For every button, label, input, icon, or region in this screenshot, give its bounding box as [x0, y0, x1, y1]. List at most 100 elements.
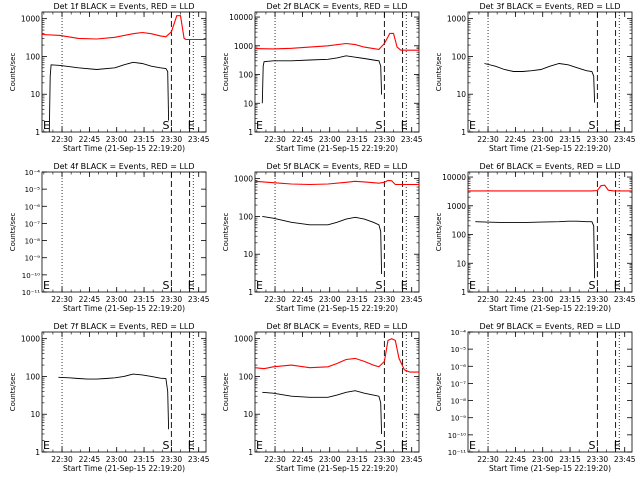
chart-panel-9: Det 9f BLACK = Events, RED = LLD 10⁻¹¹ 10⁻…: [435, 322, 636, 473]
y-tick-label: 10⁻⁹: [451, 415, 467, 423]
chart-title: Det 4f BLACK = Events, RED = LLD: [53, 162, 194, 171]
y-axis-label: Counts/sec: [435, 373, 443, 412]
x-tick-label: 22:45: [79, 295, 101, 304]
x-tick-label: 22:30: [477, 295, 499, 304]
marker-label: E: [614, 279, 621, 292]
marker-label: E: [469, 439, 476, 452]
x-tick-label: 22:45: [292, 455, 314, 464]
marker-label: S: [163, 119, 170, 132]
x-axis-label: Start Time (21-Sep-15 22:19:20): [276, 304, 398, 313]
marker-label: S: [589, 119, 596, 132]
x-axis-label: Start Time (21-Sep-15 22:19:20): [489, 304, 611, 313]
x-tick-label: 23:15: [346, 295, 368, 304]
series-line-events: [262, 215, 383, 275]
chart-title: Det 5f BLACK = Events, RED = LLD: [266, 162, 407, 171]
x-tick-label: 23:00: [106, 295, 128, 304]
chart-panel-8: Det 8f BLACK = Events, RED = LLD 1 10 100 10…: [222, 322, 423, 473]
y-tick-label: 10⁻⁸: [451, 398, 467, 406]
y-tick-label: 1: [35, 448, 40, 457]
y-tick-label: 10: [30, 410, 40, 419]
plot-frame: [254, 11, 420, 133]
x-tick-label: 23:30: [161, 135, 183, 144]
marker-label: E: [43, 279, 50, 292]
x-axis-label: Start Time (21-Sep-15 22:19:20): [63, 464, 185, 473]
chart-title: Det 8f BLACK = Events, RED = LLD: [266, 322, 407, 331]
chart-title: Det 7f BLACK = Events, RED = LLD: [53, 322, 194, 331]
x-tick-label: 22:30: [477, 455, 499, 464]
plot-frame: [254, 331, 420, 453]
series-line-lld: [468, 184, 632, 192]
y-tick-label: 10⁻⁴: [451, 329, 467, 337]
y-tick-label: 1000: [234, 42, 253, 51]
chart-title: Det 3f BLACK = Events, RED = LLD: [479, 2, 620, 11]
marker-label: S: [376, 279, 383, 292]
x-axis-label: Start Time (21-Sep-15 22:19:20): [489, 464, 611, 473]
marker-label: E: [43, 439, 50, 452]
y-tick-label: 10⁻⁸: [25, 238, 41, 246]
y-tick-label: 10⁻¹⁰: [448, 432, 466, 440]
y-tick-label: 1: [35, 128, 40, 137]
y-tick-label: 1000: [447, 202, 466, 211]
plot-frame: [41, 11, 207, 133]
y-axis-label: Counts/sec: [435, 213, 443, 252]
x-axis-label: Start Time (21-Sep-15 22:19:20): [63, 304, 185, 313]
chart-title: Det 9f BLACK = Events, RED = LLD: [479, 322, 620, 331]
y-tick-label: 1000: [21, 15, 40, 24]
x-tick-label: 23:15: [559, 455, 581, 464]
chart-title: Det 2f BLACK = Events, RED = LLD: [266, 2, 407, 11]
x-axis-label: Start Time (21-Sep-15 22:19:20): [489, 144, 611, 153]
y-axis-label: Counts/sec: [435, 53, 443, 92]
marker-label: E: [401, 119, 408, 132]
y-tick-label: 10⁻⁷: [451, 380, 467, 388]
marker-label: E: [188, 439, 195, 452]
x-tick-label: 23:00: [106, 455, 128, 464]
plot-frame: [254, 171, 420, 293]
marker-label: S: [376, 119, 383, 132]
y-tick-label: 100: [239, 71, 254, 80]
y-tick-label: 100: [239, 212, 254, 221]
x-tick-label: 23:45: [188, 295, 210, 304]
y-tick-label: 100: [239, 372, 254, 381]
marker-label: E: [188, 119, 195, 132]
y-tick-label: 100: [26, 372, 41, 381]
series-line-lld: [254, 32, 419, 51]
x-tick-label: 23:15: [133, 295, 155, 304]
x-tick-label: 22:30: [264, 455, 286, 464]
chart-panel-6: Det 6f BLACK = Events, RED = LLD 1 10 100 10…: [435, 162, 636, 313]
x-tick-label: 23:00: [319, 135, 341, 144]
y-tick-label: 10⁻¹⁰: [22, 272, 40, 280]
marker-label: S: [376, 439, 383, 452]
x-tick-label: 23:30: [587, 295, 609, 304]
chart-panel-2: Det 2f BLACK = Events, RED = LLD 1 10 100 10…: [222, 2, 423, 153]
x-tick-label: 23:45: [614, 455, 636, 464]
x-axis-label: Start Time (21-Sep-15 22:19:20): [276, 464, 398, 473]
y-tick-label: 10⁻⁶: [25, 203, 41, 211]
x-tick-label: 22:30: [477, 135, 499, 144]
y-tick-label: 10⁻⁵: [451, 346, 467, 354]
marker-label: S: [589, 279, 596, 292]
x-tick-label: 22:30: [264, 295, 286, 304]
y-tick-label: 10: [243, 410, 253, 419]
x-tick-label: 23:30: [374, 295, 396, 304]
y-tick-label: 10⁻¹¹: [448, 449, 466, 457]
chart-title: Det 6f BLACK = Events, RED = LLD: [479, 162, 620, 171]
y-tick-label: 10⁻⁴: [25, 169, 41, 177]
y-tick-label: 1: [248, 288, 253, 297]
x-tick-label: 22:45: [292, 295, 314, 304]
y-axis-label: Counts/sec: [9, 373, 17, 412]
series-line-events: [262, 390, 383, 435]
x-tick-label: 23:45: [188, 135, 210, 144]
y-tick-label: 1: [248, 448, 253, 457]
plot-frame: [467, 11, 633, 133]
x-tick-label: 23:00: [532, 295, 554, 304]
x-tick-label: 23:00: [319, 455, 341, 464]
y-tick-label: 1000: [234, 175, 253, 184]
marker-label: E: [188, 279, 195, 292]
x-tick-label: 23:30: [161, 455, 183, 464]
series-line-events: [484, 63, 596, 103]
series-line-lld: [254, 338, 419, 373]
y-tick-label: 10⁻⁵: [25, 186, 41, 194]
marker-label: E: [256, 279, 263, 292]
marker-label: E: [256, 439, 263, 452]
y-tick-label: 10⁻⁹: [25, 255, 41, 263]
